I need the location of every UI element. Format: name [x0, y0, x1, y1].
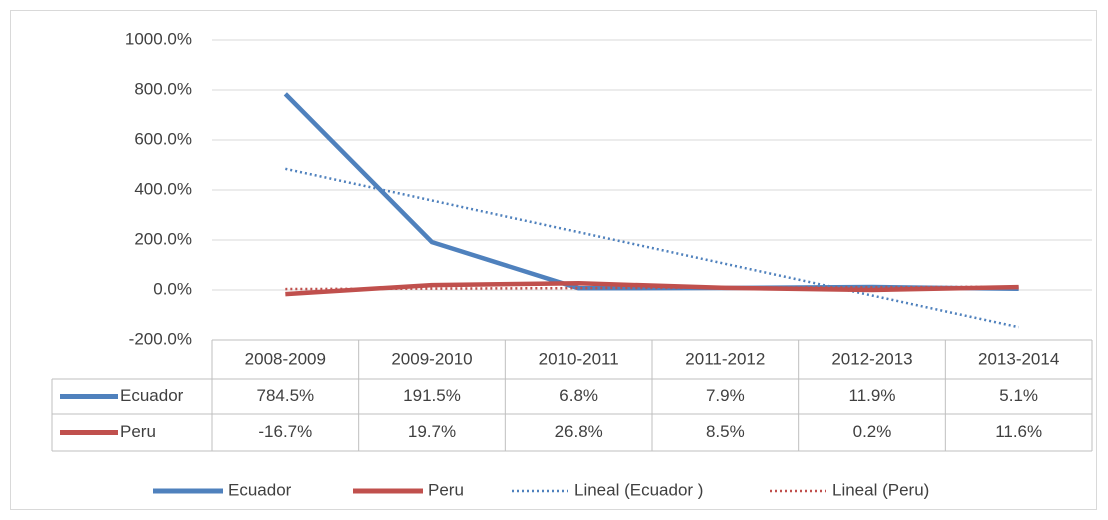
y-tick-label: -200.0% [129, 329, 192, 348]
legend-label: Peru [428, 480, 464, 499]
legend-label: Lineal (Ecuador ) [574, 480, 703, 499]
table-cell: 0.2% [853, 422, 892, 441]
y-tick-label: 0.0% [153, 279, 192, 298]
table-cell: 191.5% [403, 386, 461, 405]
legend-label: Ecuador [228, 480, 292, 499]
y-tick-label: 200.0% [134, 229, 192, 248]
table-cell: 7.9% [706, 386, 745, 405]
x-tick-label: 2009-2010 [391, 349, 472, 368]
table-cell: 26.8% [555, 422, 603, 441]
table-cell: 19.7% [408, 422, 456, 441]
x-tick-label: 2011-2012 [685, 349, 765, 368]
x-tick-label: 2008-2009 [245, 349, 326, 368]
legend-label: Lineal (Peru) [832, 480, 929, 499]
table-cell: -16.7% [258, 422, 312, 441]
table-cell: 11.6% [995, 422, 1042, 441]
x-tick-label: 2012-2013 [831, 349, 912, 368]
y-tick-label: 800.0% [134, 79, 192, 98]
table-row-label: Peru [120, 422, 156, 441]
x-tick-label: 2013-2014 [978, 349, 1059, 368]
table-row-label: Ecuador [120, 386, 184, 405]
trendline [285, 285, 1019, 291]
table-cell: 5.1% [999, 386, 1038, 405]
y-tick-label: 600.0% [134, 129, 192, 148]
y-tick-label: 400.0% [134, 179, 192, 198]
table-cell: 6.8% [559, 386, 598, 405]
trendline [285, 167, 1019, 329]
table-cell: 11.9% [849, 386, 896, 405]
chart-border [10, 10, 1097, 510]
x-tick-label: 2010-2011 [539, 349, 619, 368]
table-cell: 8.5% [706, 422, 745, 441]
table-cell: 784.5% [256, 386, 314, 405]
y-tick-label: 1000.0% [125, 29, 192, 48]
series-line [285, 281, 1019, 297]
